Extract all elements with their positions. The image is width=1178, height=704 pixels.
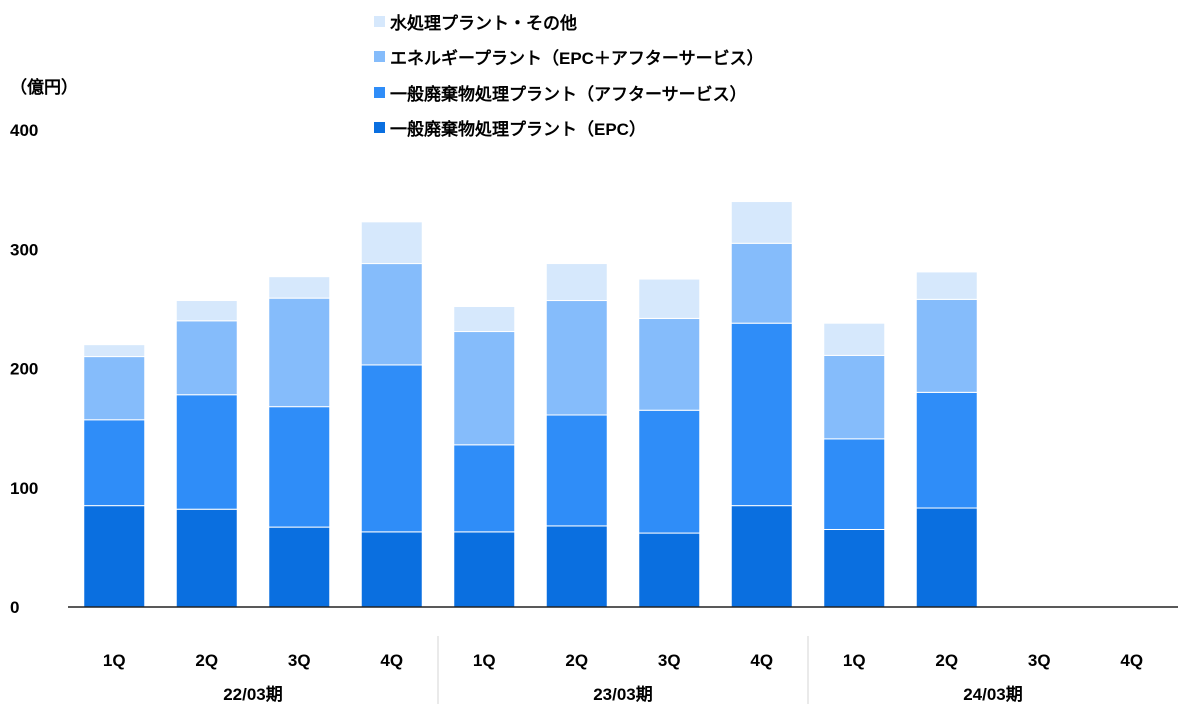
bar-segment-4-10 xyxy=(915,271,978,300)
bar-segment-2-8 xyxy=(730,322,793,507)
bar-segment-1-5 xyxy=(453,531,516,608)
legend-label-water: 水処理プラント・その他 xyxy=(390,13,577,33)
bar-segment-1-9 xyxy=(823,528,886,608)
bar-segment-2-2 xyxy=(175,394,238,510)
bar-segment-2-4 xyxy=(360,364,423,533)
bar-segment-4-6 xyxy=(545,263,608,302)
bar-segment-3-3 xyxy=(268,297,331,408)
bar-segment-4-7 xyxy=(638,278,701,319)
bar-segment-1-4 xyxy=(360,531,423,608)
bar-segment-4-9 xyxy=(823,322,886,356)
y-tick-label: 200 xyxy=(10,360,38,379)
legend-item-water: 水処理プラント・その他 xyxy=(374,8,764,34)
bar-segment-3-4 xyxy=(360,263,423,366)
x-group-label: 23/03期 xyxy=(593,685,653,704)
x-tick-label: 3Q xyxy=(1028,651,1051,670)
legend-swatch-energy xyxy=(374,51,385,62)
x-axis-group-labels: 22/03期 23/03期 24/03期 xyxy=(223,685,1023,704)
bar-segment-4-8 xyxy=(730,201,793,244)
legend-swatch-waste-epc xyxy=(374,122,385,133)
y-tick-label: 0 xyxy=(10,598,19,617)
bar-segment-1-7 xyxy=(638,532,701,608)
legend-item-waste-epc: 一般廃棄物処理プラント（EPC） xyxy=(374,115,764,141)
bar-segment-1-1 xyxy=(83,505,146,608)
x-tick-label: 1Q xyxy=(103,651,126,670)
x-tick-label: 1Q xyxy=(843,651,866,670)
y-axis-ticks: 0 100 200 300 400 xyxy=(10,121,38,617)
bar-segment-4-4 xyxy=(360,221,423,265)
x-group-label: 24/03期 xyxy=(963,685,1023,704)
x-tick-label: 2Q xyxy=(565,651,588,670)
bar-segment-2-10 xyxy=(915,391,978,509)
bar-segment-2-5 xyxy=(453,444,516,533)
legend-label-waste-epc: 一般廃棄物処理プラント（EPC） xyxy=(390,120,646,139)
bar-segment-1-6 xyxy=(545,525,608,608)
x-tick-label: 3Q xyxy=(658,651,681,670)
legend-item-energy: エネルギープラント（EPC＋アフターサービス） xyxy=(374,44,764,70)
bar-segment-3-10 xyxy=(915,298,978,393)
bar-segment-3-6 xyxy=(545,300,608,416)
x-axis-category-labels: 1Q 2Q 3Q 4Q 1Q 2Q 3Q 4Q 1Q 2Q 3Q 4Q xyxy=(103,651,1143,670)
legend-label-energy: エネルギープラント（EPC＋アフターサービス） xyxy=(390,49,764,68)
bar-segment-3-5 xyxy=(453,331,516,446)
legend-swatch-waste-after xyxy=(374,86,385,98)
x-tick-label: 2Q xyxy=(195,651,218,670)
bar-segment-3-1 xyxy=(83,356,146,421)
bar-segment-4-1 xyxy=(83,344,146,358)
x-tick-label: 4Q xyxy=(1120,651,1143,670)
bar-segment-1-10 xyxy=(915,507,978,608)
bar-segment-3-9 xyxy=(823,354,886,440)
y-tick-label: 100 xyxy=(10,479,38,498)
x-tick-label: 4Q xyxy=(380,651,403,670)
bar-segment-3-2 xyxy=(175,320,238,396)
legend-label-waste-after: 一般廃棄物処理プラント（アフターサービス） xyxy=(390,84,747,104)
x-tick-label: 4Q xyxy=(750,651,773,670)
y-tick-label: 300 xyxy=(10,240,38,259)
x-tick-label: 2Q xyxy=(935,651,958,670)
bar-segment-1-3 xyxy=(268,526,331,608)
legend-item-waste-after: 一般廃棄物処理プラント（アフターサービス） xyxy=(374,79,764,105)
bar-segment-4-2 xyxy=(175,300,238,322)
bar-segment-2-1 xyxy=(83,419,146,507)
group-dividers xyxy=(437,636,809,704)
bar-segment-3-8 xyxy=(730,242,793,324)
x-group-label: 22/03期 xyxy=(223,685,283,704)
chart-legend: 水処理プラント・その他 エネルギープラント（EPC＋アフターサービス） 一般廃棄… xyxy=(374,8,764,150)
bar-segment-2-3 xyxy=(268,406,331,528)
bar-segment-3-7 xyxy=(638,317,701,411)
bar-segment-1-8 xyxy=(730,505,793,608)
bar-stacks xyxy=(83,201,978,608)
x-tick-label: 3Q xyxy=(288,651,311,670)
bar-segment-2-7 xyxy=(638,409,701,534)
bar-segment-4-5 xyxy=(453,305,516,333)
y-axis-unit-label: （億円） xyxy=(10,78,78,97)
bar-segment-1-2 xyxy=(175,508,238,608)
bar-segment-2-9 xyxy=(823,438,886,530)
x-tick-label: 1Q xyxy=(473,651,496,670)
y-tick-label: 400 xyxy=(10,121,38,140)
bar-segment-2-6 xyxy=(545,414,608,527)
legend-swatch-water xyxy=(374,15,385,27)
bar-segment-4-3 xyxy=(268,276,331,299)
